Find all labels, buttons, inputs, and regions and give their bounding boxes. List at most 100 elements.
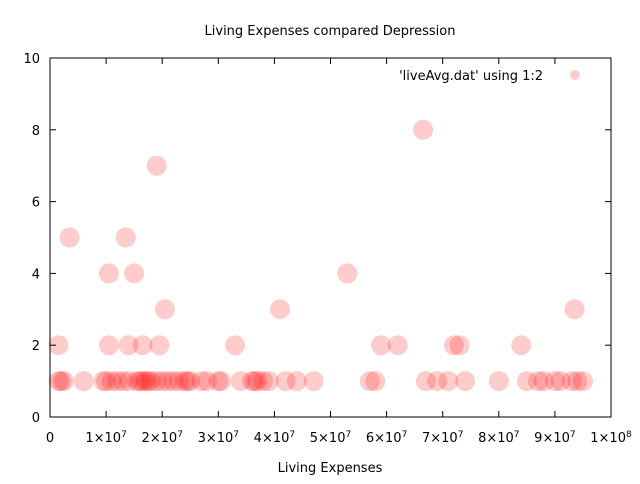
data-point — [413, 119, 434, 140]
data-point — [152, 371, 173, 392]
x-tick-exponent: 7 — [289, 430, 295, 440]
data-point — [118, 371, 139, 392]
x-tick-label: 9×107 — [534, 430, 575, 446]
y-tick-label: 0 — [32, 411, 40, 426]
data-point — [129, 371, 150, 392]
data-point — [359, 371, 380, 392]
data-point — [572, 371, 593, 392]
data-point — [533, 371, 554, 392]
data-point — [54, 371, 75, 392]
data-point — [98, 263, 119, 284]
data-point — [146, 371, 167, 392]
data-point — [550, 371, 571, 392]
data-points — [48, 119, 593, 392]
y-tick-label: 10 — [23, 52, 40, 67]
data-point — [115, 227, 136, 248]
data-point — [443, 335, 464, 356]
legend: 'liveAvg.dat' using 1:2 — [399, 69, 580, 84]
data-point — [270, 299, 291, 320]
x-tick-label: 1×108 — [590, 430, 632, 446]
data-point — [146, 155, 167, 176]
axis-ticks: 0 1×107 2×107 3×107 4×107 5×107 6×107 7×107 8×10… — [23, 52, 632, 446]
x-tick-label: 6×107 — [366, 430, 407, 446]
data-point — [337, 263, 358, 284]
legend-marker — [570, 70, 580, 80]
x-tick-exponent: 7 — [121, 430, 127, 440]
y-tick-label: 6 — [32, 196, 40, 211]
x-tick-label: 8×107 — [478, 430, 519, 446]
y-tick-label: 2 — [32, 339, 40, 354]
data-point — [98, 335, 119, 356]
data-point — [370, 335, 391, 356]
data-point — [132, 371, 153, 392]
data-point — [516, 371, 537, 392]
data-point — [174, 371, 195, 392]
data-point — [253, 371, 274, 392]
data-point — [455, 371, 476, 392]
data-point — [511, 335, 532, 356]
data-point — [138, 371, 159, 392]
data-point — [275, 371, 296, 392]
data-point — [157, 371, 178, 392]
data-point — [132, 335, 153, 356]
data-point — [211, 371, 232, 392]
x-tick-exponent: 7 — [458, 430, 464, 440]
y-tick-label: 4 — [32, 267, 40, 282]
data-point — [438, 371, 459, 392]
data-point — [155, 299, 176, 320]
x-axis-label: Living Expenses — [278, 461, 383, 476]
data-point — [124, 263, 145, 284]
data-point — [303, 371, 324, 392]
data-point — [564, 299, 585, 320]
data-point — [241, 371, 262, 392]
x-tick-label: 3×107 — [198, 430, 239, 446]
data-point — [48, 371, 69, 392]
data-point — [561, 371, 582, 392]
data-point — [59, 227, 80, 248]
x-tick-exponent: 7 — [570, 430, 576, 440]
data-point — [93, 371, 114, 392]
data-point — [449, 335, 470, 356]
data-point — [365, 371, 386, 392]
data-point — [73, 371, 94, 392]
data-point — [163, 371, 184, 392]
x-tick-exponent: 7 — [233, 430, 239, 440]
data-point — [286, 371, 307, 392]
data-point — [415, 371, 436, 392]
data-point — [107, 371, 128, 392]
data-point — [567, 371, 588, 392]
data-point — [140, 371, 161, 392]
y-tick-label: 8 — [32, 124, 40, 139]
data-point — [488, 371, 509, 392]
data-point — [387, 335, 408, 356]
x-tick-exponent: 7 — [177, 430, 183, 440]
x-tick-exponent: 7 — [514, 430, 520, 440]
data-point — [149, 335, 170, 356]
data-point — [544, 371, 565, 392]
data-point — [247, 371, 268, 392]
data-point — [528, 371, 549, 392]
data-point — [126, 371, 147, 392]
data-point — [48, 335, 69, 356]
x-tick-exponent: 7 — [345, 430, 351, 440]
data-point — [101, 371, 122, 392]
x-tick-label: 0 — [46, 431, 54, 446]
data-point — [51, 371, 72, 392]
x-tick-label: 7×107 — [422, 430, 463, 446]
data-point — [230, 371, 251, 392]
data-point — [225, 335, 246, 356]
data-point — [427, 371, 448, 392]
x-tick-label: 4×107 — [254, 430, 295, 446]
x-tick-label: 1×107 — [85, 430, 126, 446]
data-point — [169, 371, 190, 392]
data-point — [258, 371, 279, 392]
data-point — [177, 371, 198, 392]
data-point — [96, 371, 117, 392]
data-point — [191, 371, 212, 392]
x-tick-label: 2×107 — [141, 430, 182, 446]
data-point — [112, 371, 133, 392]
data-point — [135, 371, 156, 392]
data-point — [208, 371, 229, 392]
